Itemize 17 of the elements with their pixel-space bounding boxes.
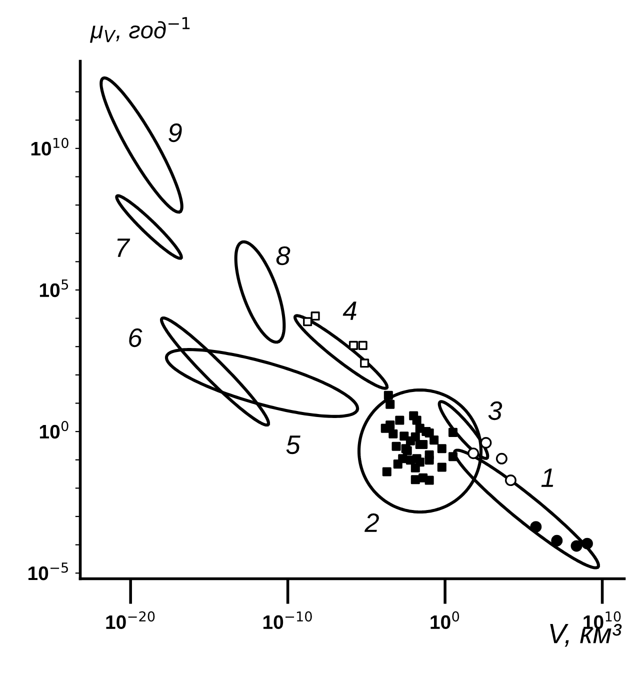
annotation: 8: [276, 246, 290, 266]
annotation: 4: [342, 302, 356, 320]
y-tick-label: 10$^{0}$: [40, 420, 68, 439]
annotation: 6: [129, 328, 142, 348]
annotation: 2: [364, 513, 379, 532]
annotation: 7: [117, 238, 130, 257]
y-tick-label: 10$^{10}$: [31, 138, 68, 156]
x-tick-label: 10$^{−20}$: [106, 611, 155, 630]
annotation: 1: [541, 468, 554, 487]
y-tick-label: 10$^{5}$: [40, 280, 68, 298]
annotation: 3: [488, 401, 502, 420]
annotation: 5: [286, 436, 300, 454]
y-tick-label: 10$^{−5}$: [28, 562, 68, 580]
x-tick-label: 10$^{0}$: [430, 611, 460, 630]
annotation: 9: [168, 123, 182, 142]
x-tick-label: 10$^{−10}$: [263, 611, 312, 630]
y-axis-title: μ$_{V}$, год$^{−1}$: [90, 17, 190, 43]
